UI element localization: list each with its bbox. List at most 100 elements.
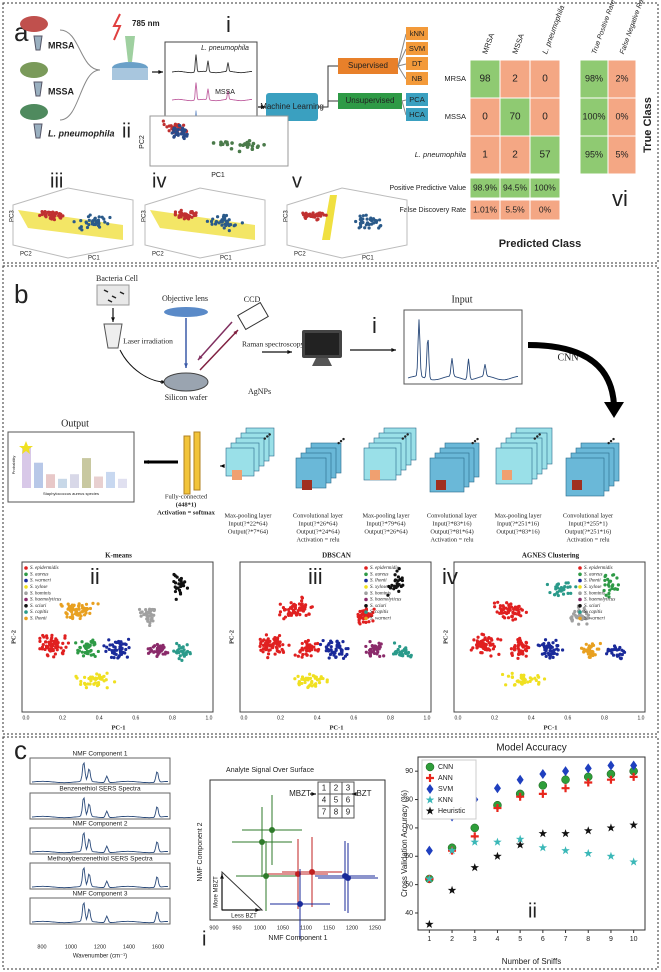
input-title: Input [451, 294, 472, 305]
scatter-dot [149, 613, 153, 617]
scatter-dot [605, 652, 609, 656]
scatter-dot [313, 648, 317, 652]
scatter-dot [573, 609, 577, 614]
scatter-dot [519, 607, 523, 611]
row-header: MRSA [444, 74, 466, 83]
plot-frame [239, 561, 432, 713]
scatter-dot [503, 610, 507, 614]
scatter-dot [542, 677, 547, 681]
scatter-dot [504, 683, 508, 687]
scatter-dot [488, 643, 492, 647]
point [606, 823, 616, 832]
scatter-dot [555, 647, 559, 651]
scatter-dot [367, 620, 371, 624]
scatter-dot [303, 680, 307, 685]
scatter-dot [173, 126, 177, 130]
scatter-dot [177, 582, 181, 586]
scatter-dot [281, 643, 285, 647]
method-box [406, 57, 428, 70]
setup-label: Objective lens [162, 294, 208, 303]
scatter-dot [297, 602, 302, 606]
legend-label: S. hominis [584, 591, 605, 596]
scatter-dot [364, 620, 368, 625]
output-axis: Probability [11, 456, 16, 475]
legend-dot [364, 597, 368, 602]
scatter-dot [43, 647, 47, 652]
scatter-dot [66, 607, 70, 611]
scatter-dot [551, 641, 555, 645]
legend-label: S. hominis [30, 591, 51, 596]
scatter-dot [396, 575, 401, 579]
point [630, 760, 638, 771]
scatter-dot [90, 640, 94, 644]
bracket [59, 29, 101, 121]
scatter-dot [311, 211, 315, 215]
scatter-dot [316, 641, 320, 646]
scatter-dot [146, 614, 150, 618]
grid-number: 8 [334, 808, 339, 817]
x-tick-label: 1.0 [638, 715, 645, 721]
bacterium [111, 295, 117, 299]
row-header: Positive Predictive Value [389, 185, 466, 192]
scatter-dot [57, 214, 61, 218]
scatter-dot [74, 609, 78, 614]
axis-title: PC-2 [10, 630, 17, 644]
panel-a-frame [2, 2, 659, 264]
ccd [237, 301, 269, 331]
scatter-dot [359, 216, 363, 221]
sub-label: i [202, 928, 206, 950]
scatter-dot [302, 213, 307, 217]
hyperplane [150, 210, 255, 240]
summary-cell [529, 177, 561, 199]
scatter-dot [102, 644, 106, 648]
scatter-dot [506, 607, 510, 611]
scatter-dot [364, 213, 368, 217]
scatter-dot [163, 652, 167, 656]
x-tick-label: 0.0 [23, 715, 30, 721]
connector [397, 48, 407, 67]
axis-title: PC1 [211, 172, 225, 179]
grid-number: 3 [346, 784, 351, 793]
scatter-dot [524, 641, 529, 645]
scatter-dot [585, 622, 589, 626]
legend-dot [24, 585, 28, 589]
kernel [436, 480, 446, 490]
scatter-dot [182, 123, 186, 127]
scatter-dot [298, 613, 302, 617]
fc-label: Activation = softmax [157, 509, 216, 516]
scatter-dot [261, 639, 265, 643]
arrow-head [198, 355, 203, 360]
plot-title: Analyte Signal Over Surface [226, 767, 314, 774]
matrix-value: 57 [539, 150, 551, 161]
scatter-dot [512, 645, 517, 649]
layer-label: Max-pooling layer [224, 512, 272, 519]
x-tick-label: 1050 [277, 925, 289, 931]
layer-label: Activation = relu [566, 536, 610, 543]
bacteria-cluster [20, 104, 48, 120]
scatter-dot [558, 589, 562, 593]
scatter-dot [561, 592, 566, 596]
arrow-head [220, 464, 225, 468]
scatter-dot [88, 675, 93, 679]
setup-label: CCD [244, 295, 261, 304]
scatter-dot [545, 644, 549, 648]
scatter-dot [618, 645, 622, 650]
scatter-dot [291, 608, 295, 612]
legend-dot [578, 578, 582, 583]
x-tick-label: 0.8 [169, 715, 176, 721]
scatter-dot [289, 601, 293, 605]
legend-dot [364, 566, 368, 570]
x-tick-label: 1000 [254, 925, 266, 931]
supervised-label: Supervised [348, 61, 388, 70]
scatter-dot [498, 604, 503, 608]
x-tick-label: 8 [586, 936, 590, 943]
scatter-dot [496, 637, 500, 641]
scatter-dot [387, 584, 391, 589]
legend-dot [364, 610, 368, 614]
scatter-dot [603, 583, 607, 587]
scatter-dot [151, 607, 155, 612]
scatter-dot [397, 566, 401, 571]
layer-label: Input(?*26*64) [298, 520, 337, 527]
layer-label: Max-pooling layer [362, 512, 410, 519]
